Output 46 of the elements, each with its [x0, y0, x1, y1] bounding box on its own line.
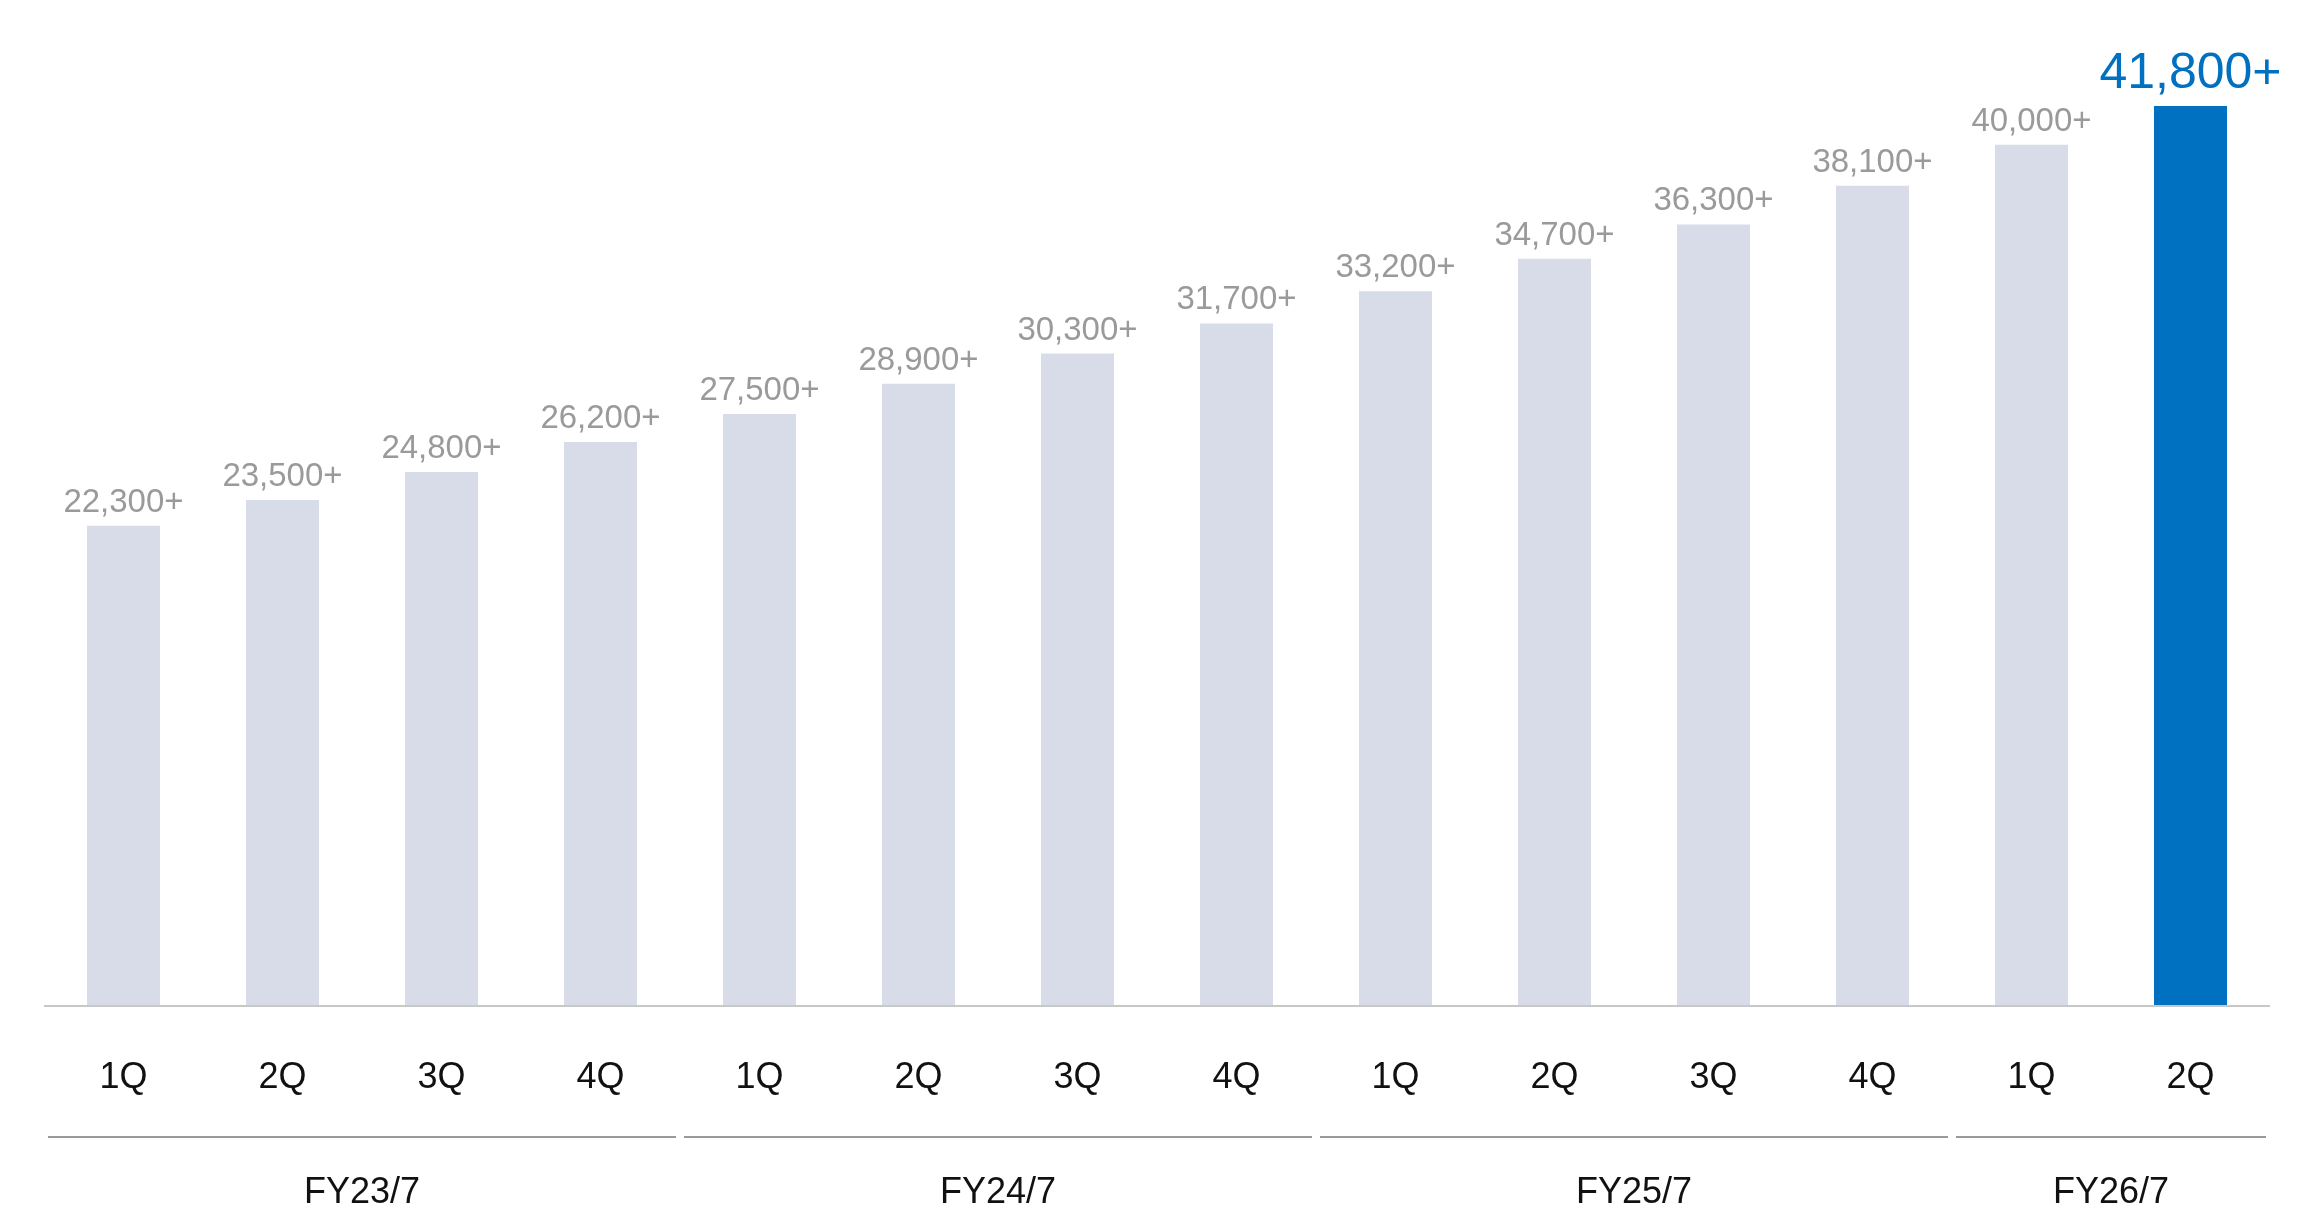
x-tick-label: 3Q	[1689, 1054, 1738, 1096]
bar	[2154, 106, 2227, 1006]
data-label: 36,300+	[1653, 180, 1774, 218]
data-label: 33,200+	[1335, 247, 1456, 285]
x-tick-label: 3Q	[1053, 1054, 1102, 1096]
x-tick-label: 2Q	[2166, 1054, 2215, 1096]
data-label: 30,300+	[1017, 309, 1138, 347]
x-tick-label: 2Q	[258, 1054, 307, 1096]
text: FY24/7	[938, 1170, 1058, 1212]
x-tick-label: 1Q	[735, 1054, 784, 1096]
bar	[246, 500, 319, 1006]
x-tick-label: 1Q	[1371, 1054, 1420, 1096]
bar	[723, 413, 796, 1006]
x-tick-label: 2Q	[894, 1054, 943, 1096]
data-label: 23,500+	[222, 456, 343, 494]
x-tick-label: 1Q	[2007, 1054, 2056, 1096]
bar	[1359, 291, 1432, 1006]
data-label: 28,900+	[858, 339, 979, 377]
text: FY25/7	[1574, 1170, 1694, 1212]
x-tick-label: 1Q	[99, 1054, 148, 1096]
data-label: 34,700+	[1494, 214, 1615, 252]
data-label: 22,300+	[63, 481, 184, 519]
text: FY26/7	[2051, 1170, 2171, 1212]
x-tick-label: 4Q	[576, 1054, 625, 1096]
x-tick-label: 4Q	[1212, 1054, 1261, 1096]
bar	[1518, 258, 1591, 1006]
data-label: 31,700+	[1176, 279, 1297, 317]
data-label: 26,200+	[540, 397, 661, 435]
bar	[564, 441, 637, 1006]
x-tick-label: 4Q	[1848, 1054, 1897, 1096]
bar	[1995, 144, 2068, 1006]
text: FY23/7	[302, 1170, 422, 1212]
bar	[87, 525, 160, 1006]
bar	[1677, 224, 1750, 1006]
x-tick-label: 2Q	[1530, 1054, 1579, 1096]
bar	[405, 472, 478, 1006]
data-label: 38,100+	[1812, 141, 1933, 179]
x-tick-label: 3Q	[417, 1054, 466, 1096]
bar	[1836, 185, 1909, 1006]
data-label: 24,800+	[381, 428, 502, 466]
data-label: 27,500+	[699, 369, 820, 407]
bar	[1200, 323, 1273, 1006]
bar	[1041, 353, 1114, 1006]
bar	[882, 383, 955, 1006]
data-label: 40,000+	[1971, 100, 2092, 138]
data-label: 41,800+	[2099, 43, 2282, 99]
